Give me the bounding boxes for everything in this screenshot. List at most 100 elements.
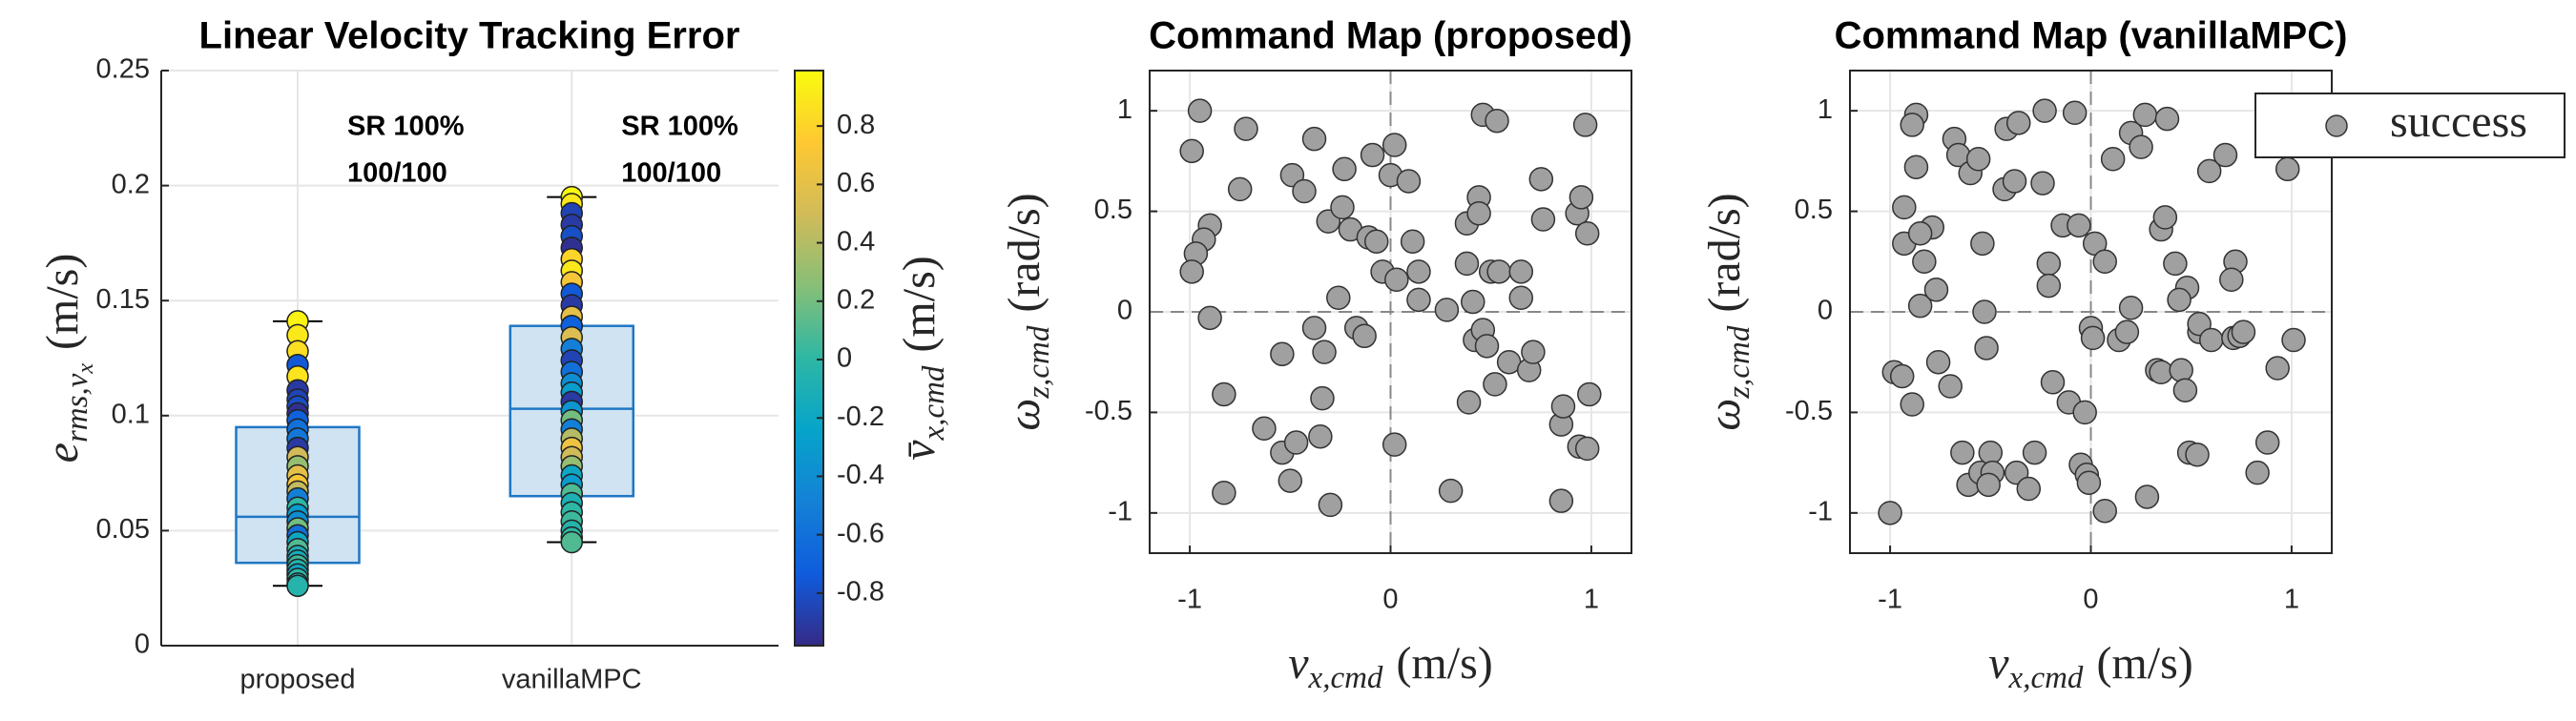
point [2114, 319, 2140, 344]
axis-label: ωz,cmd (rad/s) [1699, 193, 1756, 430]
point [2002, 169, 2027, 194]
point [1903, 154, 1929, 179]
label-subscript: x,cmd [917, 365, 951, 441]
point [1234, 116, 1258, 141]
point [1900, 113, 1924, 137]
label-unit: (m/s) [2096, 638, 2192, 689]
x-tick-label: proposed [240, 665, 356, 695]
y-tick-label: 0.1 [112, 399, 150, 429]
point [2134, 484, 2160, 509]
point [1572, 113, 1598, 137]
point [1550, 394, 1576, 419]
point [1292, 178, 1317, 204]
point [2167, 287, 2192, 313]
axis-label: erms,vx (m/s) [37, 254, 98, 464]
point [2080, 325, 2106, 351]
point [1301, 316, 1327, 340]
point [1400, 229, 1425, 254]
point [1892, 195, 1917, 220]
point [1466, 200, 1491, 226]
label-unit: (m/s) [894, 256, 945, 352]
point [1938, 374, 1963, 399]
point [1179, 138, 1204, 164]
chart-title: Linear Velocity Tracking Error [199, 15, 740, 57]
label-subsubscript: x [73, 363, 98, 375]
point [2118, 296, 2144, 320]
label-subscript: z,cmd [1022, 325, 1056, 400]
point [2100, 147, 2126, 172]
y-tick-label: -0.5 [1085, 396, 1132, 426]
y-tick-label: 0 [1117, 296, 1132, 326]
plot-frame [1149, 70, 1632, 554]
x-tick-label: 0 [1382, 585, 1398, 615]
axis-label: v̄x,cmd (m/s) [894, 256, 951, 461]
point [1438, 478, 1464, 504]
point [2016, 476, 2042, 502]
point [1381, 432, 1407, 457]
point [1577, 381, 1602, 407]
colorbar-tick-label: -0.2 [837, 402, 884, 432]
point [1970, 231, 1995, 257]
point [2275, 156, 2300, 182]
point [2036, 273, 2062, 299]
point [2149, 360, 2173, 384]
point [2231, 319, 2256, 344]
y-tick-label: -1 [1808, 496, 1833, 526]
point [1310, 385, 1335, 411]
point [1925, 349, 1951, 375]
point [2076, 470, 2102, 495]
point [1227, 176, 1253, 202]
annotation: SR 100% [347, 112, 465, 142]
point [2040, 370, 2066, 395]
point [1878, 501, 1902, 525]
label-unit: (m/s) [1396, 638, 1492, 689]
point [2032, 98, 2057, 123]
chart-title: Command Map (proposed) [1149, 15, 1632, 57]
colorbar-tick-label: 0.2 [837, 284, 875, 315]
point [286, 574, 309, 598]
point [1332, 156, 1357, 182]
x-tick-label: 1 [1584, 585, 1599, 615]
point [1900, 392, 1924, 417]
point [2265, 356, 2290, 381]
annotation: 100/100 [347, 158, 447, 189]
point [2062, 100, 2088, 126]
point [1364, 229, 1389, 254]
colorbar-tick-label: 0.8 [837, 110, 875, 140]
point [2185, 442, 2210, 467]
point [1521, 340, 1546, 364]
y-tick-label: 0 [1818, 296, 1833, 326]
point [1889, 363, 1915, 389]
point [1212, 481, 1236, 505]
point [1461, 289, 1485, 315]
point [1318, 492, 1343, 518]
label-symbol: v [1288, 638, 1309, 689]
point [1406, 259, 1431, 284]
y-tick-label: 0.5 [1094, 195, 1132, 225]
y-tick-label: -0.5 [1785, 396, 1833, 426]
point [1483, 372, 1507, 397]
point [1212, 381, 1236, 407]
point [2163, 251, 2188, 277]
label-symbol: v̄ [894, 440, 945, 461]
point [1508, 259, 1534, 284]
chart-title: Command Map (vanillaMPC) [1835, 15, 2348, 57]
point [1978, 440, 2004, 465]
point [2152, 205, 2178, 230]
point [2092, 498, 2117, 524]
label-subscript: z,cmd [1722, 325, 1756, 400]
point [1574, 221, 1600, 246]
point [1301, 126, 1327, 152]
label-unit: (m/s) [37, 254, 88, 350]
point [2169, 358, 2193, 382]
annotation: SR 100% [621, 112, 738, 142]
label-unit: (rad/s) [1699, 193, 1750, 312]
point [1965, 147, 1991, 172]
point [1454, 251, 1480, 277]
point [1396, 169, 1422, 194]
label-symbol: ω [1699, 399, 1750, 431]
point [2030, 171, 2055, 196]
point [2072, 400, 2097, 425]
label-subscript: x,cmd [2008, 661, 2084, 695]
point [1486, 259, 1511, 284]
